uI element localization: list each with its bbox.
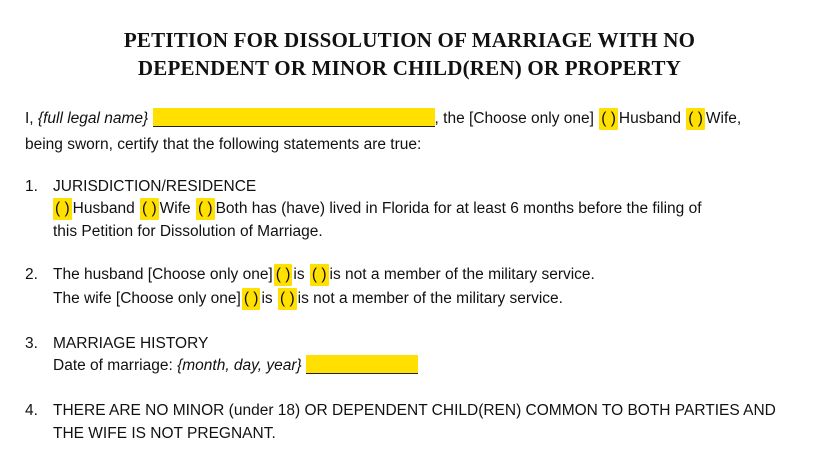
section3-num: 3.	[25, 335, 38, 352]
full-name-field[interactable]	[152, 108, 435, 127]
intro-line2: being sworn, certify that the following …	[25, 136, 422, 153]
section1-heading: JURISDICTION/RESIDENCE	[53, 178, 257, 195]
s1-wife-checkbox[interactable]: ( )	[140, 198, 159, 220]
marriage-date-label: Date of marriage:	[53, 357, 178, 374]
marriage-date-line: Date of marriage: {month, day, year}	[53, 355, 419, 377]
intro-prefix: I,	[25, 110, 38, 127]
section2-wife-line: The wife [Choose only one]( ) is ( ) is no…	[53, 288, 563, 310]
s2-wife-is-label: is	[261, 290, 273, 307]
s2-wife-is-checkbox[interactable]: ( )	[241, 288, 261, 310]
section4-line2: THE WIFE IS NOT PREGNANT.	[53, 425, 276, 442]
marriage-date-field[interactable]	[306, 355, 419, 374]
s2-wife-isnot-label: is not a member of the military service.	[297, 290, 563, 307]
section2-husband-line: The husband [Choose only one]( ) is ( ) is…	[53, 264, 595, 286]
s1-husband-checkbox[interactable]: ( )	[53, 198, 72, 220]
wife-checkbox[interactable]: ( )	[686, 108, 705, 130]
s1-both-checkbox[interactable]: ( )	[195, 198, 215, 220]
husband-label: Husband	[618, 110, 681, 127]
section1-options: ( ) Husband ( ) Wife ( ) Both has (have) li…	[52, 198, 702, 220]
section2-num: 2.	[25, 266, 38, 283]
husband-checkbox[interactable]: ( )	[599, 108, 618, 130]
section3-heading: MARRIAGE HISTORY	[53, 335, 209, 352]
s2-husband-prefix: The husband [Choose only one]	[53, 266, 273, 283]
s2-wife-isnot-checkbox[interactable]: ( )	[278, 288, 297, 310]
full-name-hint: {full legal name}	[37, 110, 149, 127]
section4-num: 4.	[25, 402, 38, 419]
s2-husband-isnot-checkbox[interactable]: ( )	[309, 264, 329, 286]
wife-label: Wife,	[705, 110, 742, 127]
section1-num: 1.	[25, 178, 38, 195]
intro-choose-label: , the [Choose only one]	[434, 110, 594, 127]
document-title-line1: PETITION FOR DISSOLUTION OF MARRIAGE WIT…	[123, 28, 696, 52]
marriage-date-hint: {month, day, year}	[177, 357, 302, 374]
s1-husband-label: Husband	[72, 200, 135, 217]
document-title-line2: DEPENDENT OR MINOR CHILD(REN) OR PROPERT…	[137, 56, 682, 80]
section4-line1: THERE ARE NO MINOR (under 18) OR DEPENDE…	[53, 402, 776, 419]
section1-line2: this Petition for Dissolution of Marriag…	[53, 223, 323, 240]
intro-line: I, {full legal name} , the [Choose only …	[25, 108, 741, 130]
s2-husband-is-label: is	[293, 266, 305, 283]
s2-husband-is-checkbox[interactable]: ( )	[273, 264, 293, 286]
s1-both-label: Both has (have) lived in Florida for at …	[215, 200, 702, 217]
s1-wife-label: Wife	[159, 200, 191, 217]
s2-wife-prefix: The wife [Choose only one]	[53, 290, 241, 307]
s2-husband-isnot-label: is not a member of the military service.	[329, 266, 595, 283]
